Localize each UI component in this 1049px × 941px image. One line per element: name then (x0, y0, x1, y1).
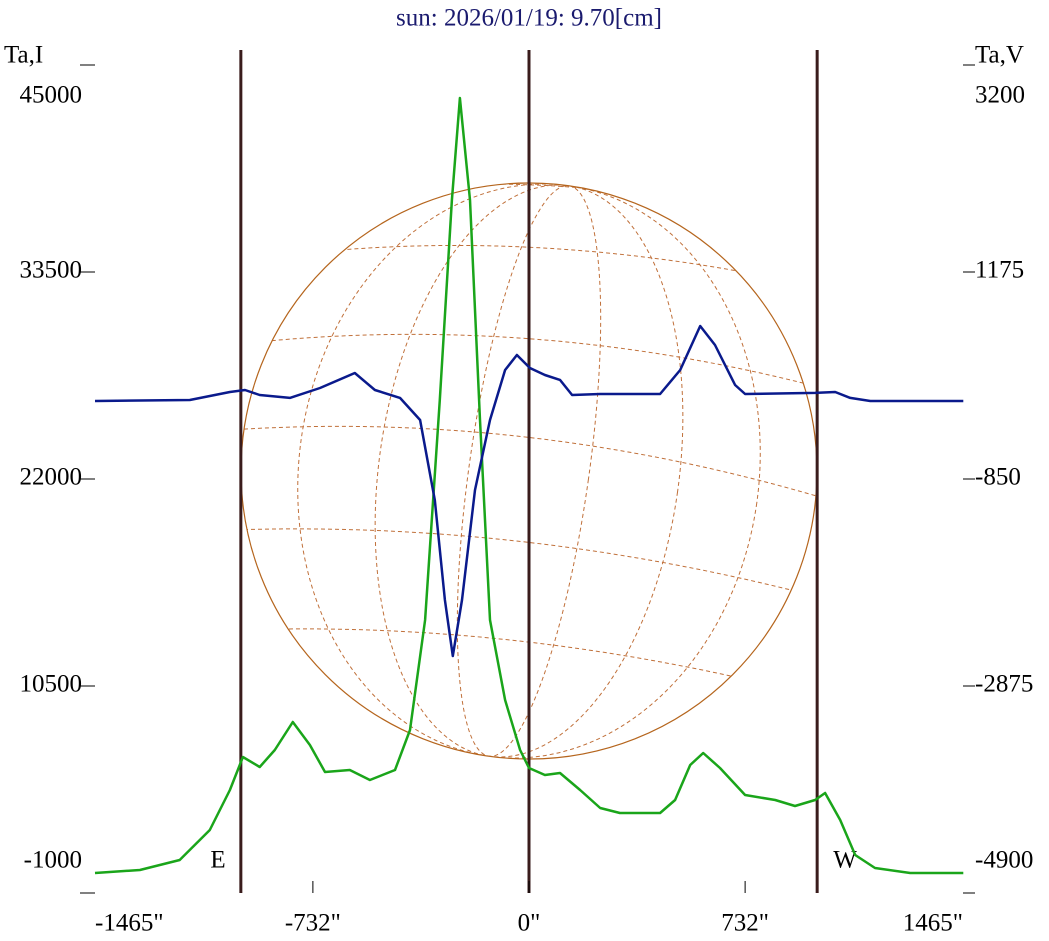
y2-tick-label: -2875 (975, 671, 1033, 698)
series-line (94, 96, 964, 875)
y-tick-label: -1000 (24, 847, 82, 874)
y2-tick-label: -4900 (975, 847, 1033, 874)
y2-tick-label: -850 (975, 464, 1021, 491)
x-tick-label: 1465" (903, 910, 963, 937)
y-tick-label: 10500 (20, 671, 83, 698)
x-tick-label: 0" (518, 910, 541, 937)
y-tick-label: 22000 (20, 464, 83, 491)
annotation: E (210, 847, 225, 874)
y2-axis-label: Ta,V (975, 42, 1024, 69)
x-tick-label: -732" (285, 910, 341, 937)
chart-title: sun: 2026/01/19: 9.70[cm] (396, 5, 662, 32)
x-tick-label: -1465" (95, 910, 164, 937)
x-tick-label: 732" (721, 910, 769, 937)
y2-tick-label: 1175 (975, 257, 1024, 284)
series-line (94, 324, 964, 658)
y-tick-label: 45000 (20, 82, 83, 109)
y-axis-label: Ta,I (4, 42, 43, 69)
y2-tick-label: 3200 (975, 82, 1025, 109)
y-tick-label: 33500 (20, 257, 83, 284)
